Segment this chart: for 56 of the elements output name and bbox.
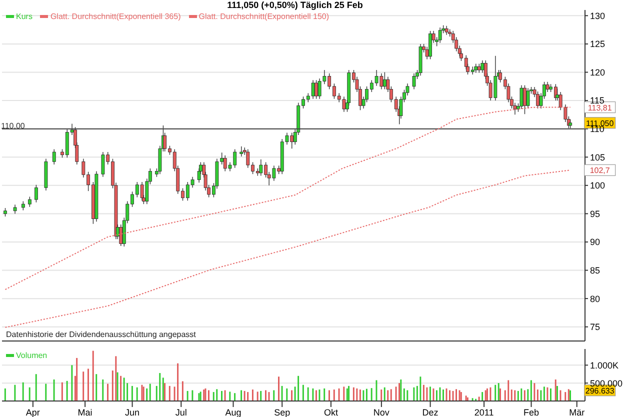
annotation: Datenhistorie der Dividendenausschüttung angepasst — [6, 330, 196, 339]
x-tick-label: Jun — [125, 407, 140, 417]
candlestick — [558, 92, 562, 110]
y-tick-label: 90 — [590, 237, 600, 248]
x-tick-label: Feb — [524, 407, 540, 417]
y-tick-label: 105 — [590, 152, 606, 162]
candlestick — [314, 80, 318, 100]
chart-title: 111,050 (+0,50%) Täglich 25 Feb — [226, 0, 364, 10]
x-tick-label: Okt — [324, 407, 338, 417]
x-tick-label: Apr — [26, 407, 40, 417]
ref-line-label: 110,00 — [1, 122, 26, 130]
x-tick-label: Dez — [422, 407, 439, 417]
candlestick — [526, 88, 530, 109]
y-tick-label: 100 — [590, 180, 606, 191]
y-tick-label: 115 — [590, 96, 604, 106]
annotation: 296.633 — [585, 386, 615, 396]
y-tick-label: 1.000K — [590, 360, 619, 370]
legend-label: Volumen — [16, 351, 48, 360]
y-tick-label: 130 — [590, 10, 606, 21]
annotation: 111,050 — [586, 118, 614, 128]
x-tick-label: 2011 — [474, 407, 494, 417]
y-tick-label: 85 — [590, 265, 600, 276]
y-tick-label: 125 — [590, 39, 606, 50]
candlestick — [34, 184, 38, 203]
annotation: 113,81 — [588, 103, 612, 112]
x-tick-label: Jul — [175, 407, 187, 417]
candlestick — [444, 25, 448, 36]
candlestick — [523, 84, 526, 114]
y-tick-label: 95 — [590, 208, 600, 219]
legend-label: Glatt. Durchschnitt(Exponentiell 365) — [50, 12, 181, 21]
x-tick-label: Nov — [373, 407, 390, 417]
candlestick — [474, 63, 478, 74]
candlestick — [412, 73, 416, 90]
candlestick — [21, 200, 25, 211]
candlestick — [28, 196, 32, 208]
x-tick-label: Mai — [78, 407, 92, 417]
candlestick — [480, 60, 484, 74]
candlestick — [13, 204, 17, 214]
candlestick — [438, 27, 442, 44]
candlestick — [536, 91, 540, 109]
line-series — [4, 170, 571, 328]
legend-label: Glatt. Durchschnitt(Exponentiell 150) — [198, 12, 330, 21]
y-tick-label: 120 — [590, 67, 606, 78]
annotation: 102,7 — [590, 166, 610, 176]
x-tick-label: Mär — [569, 407, 585, 417]
candlestick — [119, 224, 123, 246]
legend-label: Kurs — [16, 12, 32, 21]
candlestick — [52, 148, 56, 165]
x-tick-label: Aug — [225, 407, 242, 417]
candlestick — [546, 82, 550, 92]
x-tick-label: Sep — [274, 407, 290, 417]
candlestick — [477, 63, 481, 74]
y-tick-label: 75 — [590, 322, 600, 332]
candlestick — [240, 146, 244, 157]
y-tick-label: 80 — [590, 294, 600, 304]
candlestick — [428, 30, 432, 60]
